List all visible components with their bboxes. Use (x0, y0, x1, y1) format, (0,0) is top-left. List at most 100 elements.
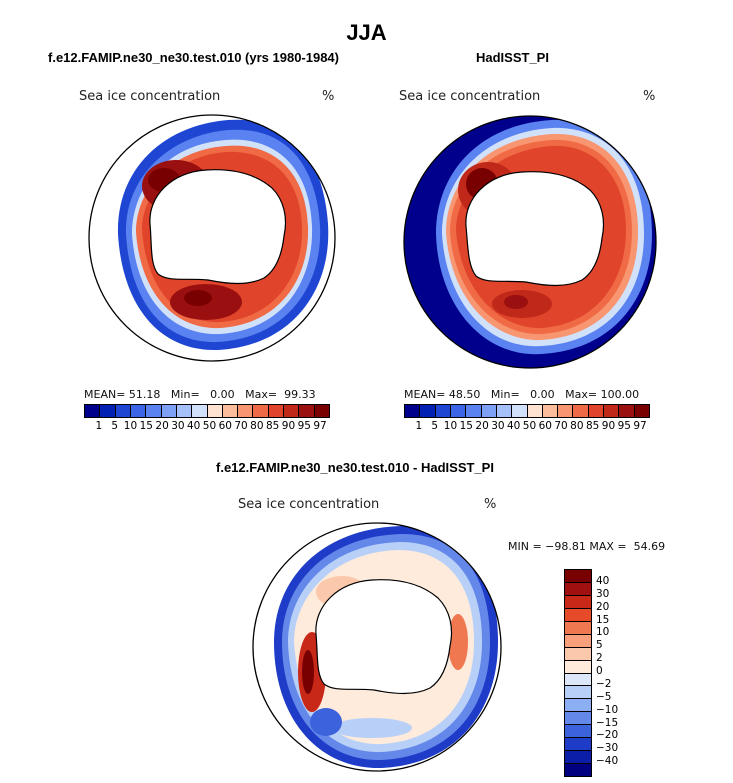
panel-3-colorbar-tick-label: 0 (596, 665, 603, 677)
panel-2-colorbar-swatch (634, 405, 649, 417)
panel-2-colorbar-tick-label: 95 (617, 420, 631, 432)
panel-2-colorbar-tick-label: 10 (443, 420, 458, 432)
panel-2-colorbar-tick-label: 40 (506, 420, 521, 432)
panel-3-colorbar-swatch (565, 751, 591, 765)
panel-1-map (88, 114, 336, 362)
figure-title: JJA (346, 20, 387, 45)
panel-2-colorbar-swatch (558, 405, 574, 417)
panel-2-colorbar-tick-label: 1 (415, 420, 423, 432)
panel-3-colorbar-tick-label: 15 (596, 613, 610, 626)
panel-3-colorbar-tick-label: 30 (596, 587, 610, 600)
panel-1-colorbar-swatch (100, 405, 116, 417)
panel-1-colorbar-tick-label: 5 (111, 420, 119, 432)
panel-2-stats: MEAN= 48.50 Min= 0.00 Max= 100.00 (404, 388, 640, 401)
panel-3-colorbar-swatch (565, 660, 591, 674)
panel-2-colorbar-swatch (466, 405, 482, 417)
panel-2-colorbar-swatch (405, 405, 421, 417)
panel-2-colorbar-tick-label: 97 (633, 420, 647, 432)
panel-1-colorbar-swatch (130, 405, 147, 417)
panel-3-colorbar-tick-label: 10 (596, 626, 610, 639)
panel-2-colorbar-tick-label: 15 (459, 420, 473, 432)
panel-1-antarctica (149, 169, 287, 285)
panel-3-colorbar-swatch (565, 582, 591, 596)
panel-1-unit: % (322, 89, 335, 104)
panel-3-unit: % (484, 497, 497, 512)
panel-2-colorbar-tick-label: 85 (585, 420, 600, 432)
panel-3-colorbar-swatch (565, 595, 591, 609)
panel-3-colorbar-tick-label: −30 (596, 742, 619, 755)
panel-3-colorbar-tick-label: 20 (596, 600, 610, 613)
panel-2-colorbar-swatch (527, 405, 543, 417)
panel-1-colorbar-swatch (253, 405, 269, 417)
panel-1-colorbar-swatch (115, 405, 131, 417)
panel-1-colorbar-tick-label: 20 (155, 420, 169, 432)
panel-1-colorbar-swatch (146, 405, 162, 417)
panel-2-colorbar-swatch (481, 405, 497, 417)
panel-1-stats: MEAN= 51.18 Min= 0.00 Max= 99.33 (84, 388, 316, 401)
panel-2-colorbar-ticks: 1 5 10 15 20 30 40 50 60 70 80 85 90 95 97 (404, 420, 648, 432)
panel-2-colorbar-swatch (435, 405, 451, 417)
panel-3-colorbar-tick-label: 5 (596, 639, 603, 652)
panel-2-field-label: Sea ice concentration (399, 89, 541, 104)
panel-1-colorbar-swatch (192, 405, 208, 417)
panel-3-colorbar-swatch (565, 570, 591, 583)
panel-1-colorbar-tick-label: 15 (139, 420, 153, 432)
panel-2-colorbar-tick-label: 20 (475, 420, 489, 432)
panel-3-colorbar-swatch (565, 686, 591, 700)
panel-1-title: f.e12.FAMIP.ne30_ne30.test.010 (yrs 1980… (48, 50, 339, 65)
panel-1-colorbar-tick-label: 30 (171, 420, 185, 432)
panel-2-colorbar (404, 404, 650, 418)
panel-3-colorbar-tick-label: −15 (596, 716, 619, 729)
panel-3-colorbar-tick-label: −40 (596, 755, 619, 768)
panel-1-colorbar-swatch (176, 405, 193, 417)
panel-1-colorbar-swatch (268, 405, 285, 417)
panel-2-colorbar-tick-label: 5 (431, 420, 439, 432)
panel-3-colorbar-tick-label: 2 (596, 652, 603, 665)
panel-2-colorbar-tick-label: 70 (554, 420, 568, 432)
panel-2-colorbar-tick-label: 30 (491, 420, 505, 432)
panel-2-colorbar-swatch (496, 405, 513, 417)
panel-3-colorbar-ticks: 40 30 20 15 10 5 2 0 −2 −5 −10 −15 −20 −30 −40 (596, 569, 636, 775)
panel-3-colorbar-swatch (565, 634, 591, 648)
panel-1-colorbar-swatch (85, 405, 101, 417)
panel-2-colorbar-swatch (619, 405, 635, 417)
panel-3-colorbar-tick-label: −5 (596, 690, 612, 703)
panel-2-colorbar-swatch (604, 405, 620, 417)
panel-3-colorbar-swatch (565, 608, 591, 622)
panel-1-colorbar-swatch (284, 405, 300, 417)
panel-3-colorbar-swatch (565, 673, 591, 687)
panel-3-antarctica (315, 579, 453, 695)
panel-3-colorbar-tick-label: −20 (596, 729, 619, 742)
panel-2-colorbar-swatch (512, 405, 528, 417)
panel-1-colorbar-tick-label: 50 (202, 420, 217, 432)
panel-1-colorbar-tick-label: 85 (265, 420, 280, 432)
panel-1-colorbar-tick-label: 60 (218, 420, 232, 432)
panel-1-colorbar (84, 404, 330, 418)
panel-1-colorbar-ticks: 1 5 10 15 20 30 40 50 60 70 80 85 90 95 97 (84, 420, 328, 432)
panel-2-colorbar-swatch (450, 405, 467, 417)
panel-3-colorbar-swatch (565, 764, 591, 776)
panel-1-colorbar-tick-label: 40 (186, 420, 201, 432)
panel-3-title: f.e12.FAMIP.ne30_ne30.test.010 - HadISST… (216, 460, 494, 475)
panel-2-colorbar-swatch (420, 405, 436, 417)
panel-1-colorbar-swatch (222, 405, 239, 417)
panel-2-antarctica (465, 171, 605, 287)
panel-3-colorbar-swatch (565, 725, 591, 739)
panel-1-colorbar-swatch (207, 405, 223, 417)
panel-1-colorbar-tick-label: 90 (281, 420, 296, 432)
panel-1-field-label: Sea ice concentration (79, 89, 221, 104)
panel-3-colorbar-swatch (565, 699, 591, 713)
panel-1-colorbar-swatch (238, 405, 254, 417)
panel-2-colorbar-swatch (588, 405, 605, 417)
panel-3-map (252, 522, 502, 772)
panel-3-colorbar-tick-label: −10 (596, 703, 619, 716)
panel-3-colorbar-tick-label: −2 (596, 677, 612, 690)
panel-1-colorbar-tick-label: 70 (234, 420, 248, 432)
panel-3-colorbar-swatch (565, 647, 591, 661)
panel-1-colorbar-tick-label: 80 (250, 420, 264, 432)
panel-3-colorbar (564, 569, 592, 777)
panel-3-stats: MIN = −98.81 MAX = 54.69 (508, 540, 666, 553)
panel-2-map (403, 115, 657, 369)
panel-2-colorbar-tick-label: 90 (601, 420, 616, 432)
panel-1-colorbar-tick-label: 95 (297, 420, 311, 432)
